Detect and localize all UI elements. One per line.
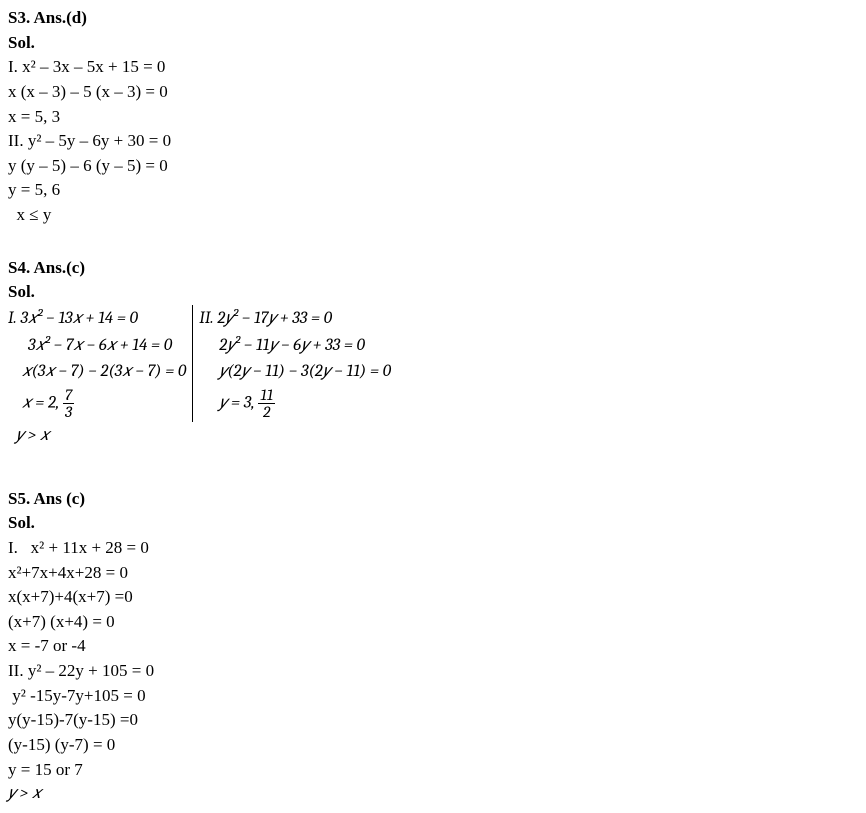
s3-conclusion: x ≤ y: [8, 203, 858, 228]
s4-right-line: II. 2𝑦² − 17𝑦 + 33 = 0: [199, 307, 391, 332]
s4-conclusion: 𝑦 > 𝑥: [8, 424, 858, 449]
s3-line: y = 5, 6: [8, 178, 858, 203]
s5-line: x(x+7)+4(x+7) =0: [8, 585, 858, 610]
fraction: 112: [258, 387, 275, 420]
s5-line: y² -15y-7y+105 = 0: [8, 684, 858, 709]
s5-sol-label: Sol.: [8, 511, 858, 536]
s4-left-line: 𝑥(3𝑥 − 7) − 2(3𝑥 − 7) = 0: [8, 360, 186, 385]
s4-left-column: I. 3𝑥² − 13𝑥 + 14 = 0 3𝑥² − 7𝑥 − 6𝑥 + 14…: [8, 305, 192, 422]
s3-header: S3. Ans.(d): [8, 6, 858, 31]
s5-line: (x+7) (x+4) = 0: [8, 610, 858, 635]
s3-line: x = 5, 3: [8, 105, 858, 130]
s4-right-line: 𝑦(2𝑦 − 11) − 3(2𝑦 − 11) = 0: [199, 360, 391, 385]
fraction: 73: [63, 387, 74, 420]
s5-line: y(y-15)-7(y-15) =0: [8, 708, 858, 733]
s3-line: y (y – 5) – 6 (y – 5) = 0: [8, 154, 858, 179]
s4-prefix: II.: [199, 309, 217, 328]
s4-left-line: 𝑥 = 2, 73: [8, 387, 186, 420]
s4-header: S4. Ans.(c): [8, 256, 858, 281]
s4-right-line: 2𝑦² − 11𝑦 − 6𝑦 + 33 = 0: [199, 334, 391, 359]
s4-two-column: I. 3𝑥² − 13𝑥 + 14 = 0 3𝑥² − 7𝑥 − 6𝑥 + 14…: [8, 305, 858, 422]
s5-line: (y-15) (y-7) = 0: [8, 733, 858, 758]
s3-line: II. y² – 5y – 6y + 30 = 0: [8, 129, 858, 154]
s4-left-line: 3𝑥² − 7𝑥 − 6𝑥 + 14 = 0: [8, 334, 186, 359]
fraction-numerator: 7: [63, 387, 74, 403]
s4-sol-label: Sol.: [8, 280, 858, 305]
s4-math-text: 𝑥 = 2,: [22, 393, 63, 412]
s5-line: y = 15 or 7: [8, 758, 858, 783]
solution-s3: S3. Ans.(d) Sol. I. x² – 3x – 5x + 15 = …: [8, 6, 858, 228]
solution-s4: S4. Ans.(c) Sol. I. 3𝑥² − 13𝑥 + 14 = 0 3…: [8, 256, 858, 449]
s3-line: x (x – 3) – 5 (x – 3) = 0: [8, 80, 858, 105]
s3-sol-label: Sol.: [8, 31, 858, 56]
solution-s5: S5. Ans (c) Sol. I. x² + 11x + 28 = 0 x²…: [8, 487, 858, 807]
s5-line: I. x² + 11x + 28 = 0: [8, 536, 858, 561]
s5-line: x = -7 or -4: [8, 634, 858, 659]
fraction-numerator: 11: [258, 387, 275, 403]
s4-math-text: 2𝑦² − 17𝑦 + 33 = 0: [217, 309, 332, 328]
s4-right-column: II. 2𝑦² − 17𝑦 + 33 = 0 2𝑦² − 11𝑦 − 6𝑦 + …: [193, 305, 391, 422]
fraction-denominator: 3: [63, 403, 74, 420]
s4-math-text: 3𝑥² − 13𝑥 + 14 = 0: [20, 309, 138, 328]
s4-prefix: I.: [8, 309, 20, 328]
s5-header: S5. Ans (c): [8, 487, 858, 512]
s4-right-line: 𝑦 = 3, 112: [199, 387, 391, 420]
s3-line: I. x² – 3x – 5x + 15 = 0: [8, 55, 858, 80]
s5-conclusion: 𝑦 > 𝑥: [8, 782, 858, 807]
s5-line: x²+7x+4x+28 = 0: [8, 561, 858, 586]
s5-line: II. y² – 22y + 105 = 0: [8, 659, 858, 684]
s4-math-text: 𝑦 = 3,: [219, 393, 258, 412]
fraction-denominator: 2: [258, 403, 275, 420]
s4-left-line: I. 3𝑥² − 13𝑥 + 14 = 0: [8, 307, 186, 332]
